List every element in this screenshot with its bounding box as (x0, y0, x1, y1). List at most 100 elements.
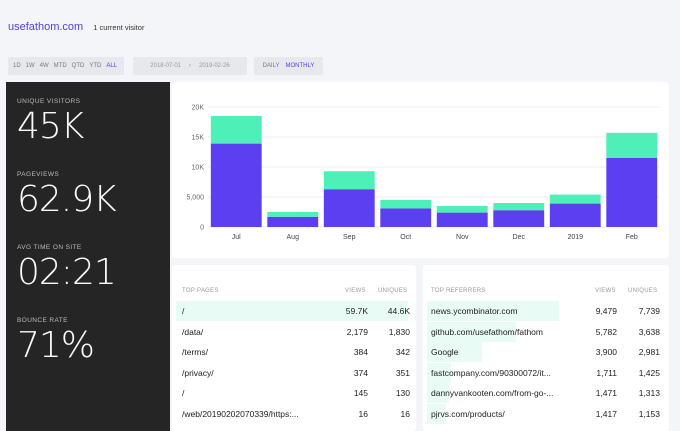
preset-1w[interactable]: 1W (25, 63, 35, 69)
y-tick-label: 15K (192, 135, 205, 142)
metric-label: PAGEVIEWS (17, 171, 60, 178)
table-row[interactable]: news.ycombinator.com 9,479 7,739 (423, 301, 669, 321)
row-label[interactable]: Google (431, 347, 459, 357)
row-views: 2,179 (346, 326, 368, 337)
date-separator-icon: › (189, 63, 191, 69)
x-tick-label: Sep (343, 234, 356, 241)
column-views: VIEWS (345, 288, 366, 294)
preset-all[interactable]: ALL (106, 63, 118, 69)
metric-bounce-rate: BOUNCE RATE 71% (17, 317, 95, 366)
column-uniques: UNIQUES (628, 288, 658, 294)
table-row[interactable]: fastcompany.com/90300072/it... 1,711 1,425 (423, 362, 669, 383)
metric-value: 45K (17, 106, 84, 147)
chart-bar-segment (549, 203, 601, 227)
row-label[interactable]: /privacy/ (182, 367, 214, 378)
row-uniques: 342 (395, 347, 410, 357)
table-header: TOP PAGES VIEWS UNIQUES (172, 288, 416, 298)
date-preset-bar: 1D 1W 4W MTD QTD YTD ALL (8, 57, 124, 75)
y-tick-label: 0 (200, 225, 204, 232)
row-uniques: 2,981 (638, 347, 660, 357)
row-views: 3,900 (595, 347, 617, 357)
row-label[interactable]: fastcompany.com/90300072/it... (431, 367, 551, 378)
x-tick-label: Aug (287, 234, 300, 241)
row-views: 59.7K (345, 306, 368, 316)
preset-qtd[interactable]: QTD (71, 63, 85, 69)
row-uniques: 1,313 (638, 388, 660, 398)
x-tick-label: Oct (400, 234, 411, 241)
table-row[interactable]: Google 3,900 2,981 (423, 342, 669, 362)
row-label[interactable]: github.com/usefathom/fathom (431, 326, 543, 337)
column-uniques: UNIQUES (378, 288, 408, 294)
preset-4w[interactable]: 4W (39, 63, 49, 69)
site-switcher-link[interactable]: usefathom.com (8, 21, 84, 33)
metric-value: 71% (17, 325, 95, 366)
chart-bar-segment (210, 143, 262, 227)
preset-1d[interactable]: 1D (13, 63, 21, 69)
row-uniques: 3,638 (638, 326, 660, 337)
row-uniques: 7,739 (638, 306, 660, 316)
row-share-bar (427, 383, 449, 403)
row-share-bar (427, 403, 447, 424)
row-share-bar (427, 321, 516, 342)
interval-daily[interactable]: DAILY (262, 63, 280, 69)
chart-bar-segment (267, 216, 319, 227)
row-views: 145 (353, 388, 368, 398)
row-label[interactable]: / (182, 306, 185, 316)
row-uniques: 16 (400, 408, 410, 419)
row-uniques: 1,830 (388, 326, 410, 337)
table-row[interactable]: dannyvankooten.com/from-go-... 1,471 1,313 (423, 383, 669, 403)
row-label[interactable]: /terms/ (182, 347, 208, 357)
interval-monthly[interactable]: MONTHLY (285, 63, 315, 69)
row-label[interactable]: news.ycombinator.com (431, 306, 518, 316)
table-row[interactable]: /web/20190202070339/https:... 16 16 (172, 404, 416, 424)
table-row[interactable]: /data/2,179 1,830 (172, 322, 416, 342)
table-header: TOP REFERRERS VIEWS UNIQUES (423, 288, 669, 298)
table-row[interactable]: pjrvs.com/products/1,417 1,153 (423, 403, 669, 424)
row-share-bar (176, 301, 408, 321)
x-tick-label: Dec (513, 234, 526, 241)
y-tick-label: 20K (192, 105, 205, 112)
chart-bar-segment (267, 212, 319, 217)
row-uniques: 44.6K (387, 306, 410, 316)
row-share-bar (427, 362, 451, 383)
top-referrers-table: TOP REFERRERS VIEWS UNIQUES news.ycombin… (423, 265, 669, 431)
chart-bar-segment (493, 203, 545, 211)
row-label[interactable]: dannyvankooten.com/from-go-... (431, 388, 554, 398)
table-row[interactable]: / 145 130 (172, 383, 416, 403)
row-label[interactable]: /data/ (182, 326, 204, 337)
metric-label: UNIQUE VISITORS (17, 98, 81, 105)
table-row[interactable]: github.com/usefathom/fathom 5,782 3,638 (423, 321, 669, 342)
row-views: 9,479 (595, 306, 617, 316)
row-label[interactable]: /web/20190202070339/https:... (182, 408, 299, 419)
metric-value: 02:21 (17, 252, 117, 293)
table-row[interactable]: / 59.7K 44.6K (172, 301, 416, 321)
start-date-input[interactable]: 2018-07-01 (150, 63, 181, 69)
row-uniques: 351 (395, 367, 410, 378)
preset-ytd[interactable]: YTD (89, 63, 102, 69)
table-row[interactable]: /terms/384 342 (172, 342, 416, 362)
x-tick-label: Feb (626, 234, 638, 241)
chart-bar-segment (380, 200, 432, 209)
metric-unique-visitors: UNIQUE VISITORS 45K (17, 98, 84, 147)
row-uniques: 130 (395, 388, 410, 398)
row-share-bar (427, 301, 559, 321)
row-views: 384 (353, 347, 368, 357)
preset-mtd[interactable]: MTD (53, 63, 67, 69)
site-header: usefathom.com 1 current visitor (8, 21, 144, 37)
row-label[interactable]: pjrvs.com/products/ (431, 408, 505, 419)
row-views: 16 (358, 408, 368, 419)
chart-bar-segment (380, 208, 432, 227)
totals-panel: UNIQUE VISITORS 45K PAGEVIEWS 62.9K AVG … (6, 82, 170, 431)
row-views: 1,417 (595, 408, 617, 419)
row-uniques: 1,425 (638, 367, 660, 378)
table-row[interactable]: /privacy/374 351 (172, 363, 416, 383)
row-views: 1,471 (595, 388, 617, 398)
chart-bar-segment (323, 171, 375, 190)
chart-bar-segment (436, 212, 488, 227)
chart-bar-segment (436, 206, 488, 213)
metric-pageviews: PAGEVIEWS 62.9K (17, 171, 117, 220)
end-date-input[interactable]: 2019-02-26 (199, 63, 230, 69)
metric-label: BOUNCE RATE (17, 317, 68, 324)
row-label[interactable]: / (182, 388, 185, 398)
chart-bar-segment (606, 158, 658, 227)
